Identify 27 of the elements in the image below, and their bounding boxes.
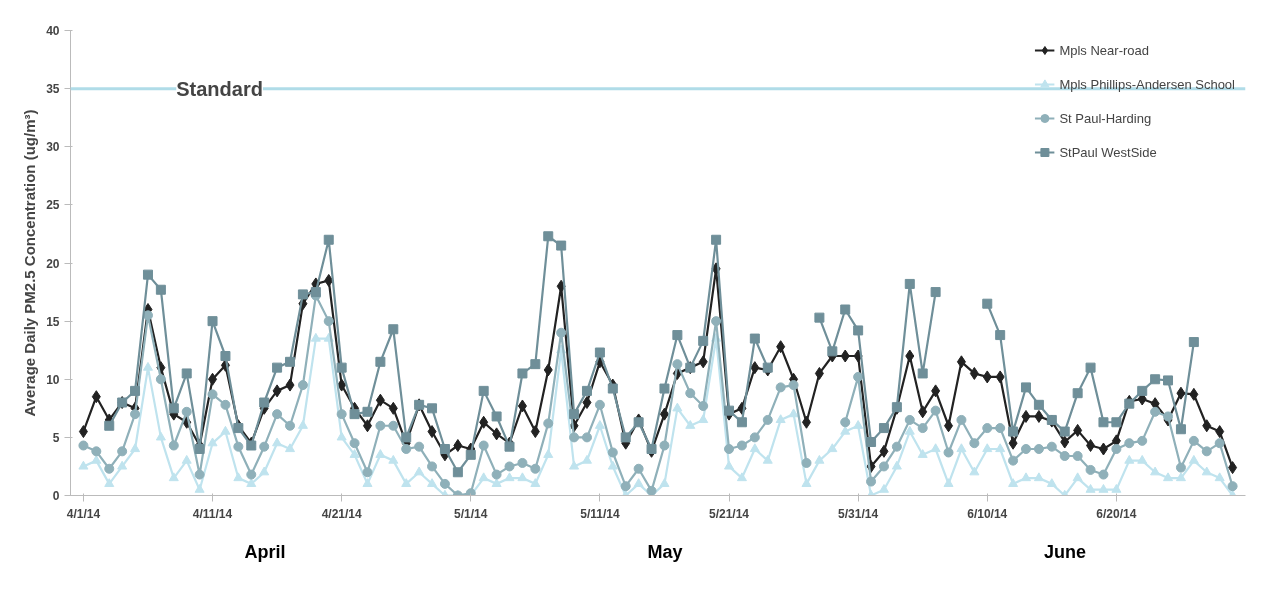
x-tick-label: 4/21/14 bbox=[321, 506, 362, 521]
x-tick-label: 5/31/14 bbox=[838, 506, 879, 521]
text: June bbox=[1043, 541, 1086, 564]
legend-label: Mpls Phillips-Andersen School bbox=[1059, 76, 1235, 92]
x-tick-label: 4/11/14 bbox=[192, 506, 233, 521]
y-tick-label: 5 bbox=[52, 430, 60, 445]
legend-label: Mpls Near-road bbox=[1059, 42, 1149, 58]
y-tick-label: 25 bbox=[46, 198, 60, 213]
y-tick-label: 20 bbox=[46, 256, 60, 271]
y-tick-label: 30 bbox=[46, 140, 60, 155]
x-tick-label: 4/1/14 bbox=[66, 506, 101, 521]
y-tick-label: 10 bbox=[46, 372, 60, 387]
y-tick-label: 35 bbox=[46, 82, 60, 97]
y-tick-label: 0 bbox=[52, 489, 60, 503]
x-tick-label: 5/11/14 bbox=[580, 506, 620, 521]
x-tick-label: 6/20/14 bbox=[1096, 506, 1137, 521]
y-tick-label: 40 bbox=[46, 24, 60, 38]
text: May bbox=[647, 541, 683, 564]
x-tick-label: 6/10/14 bbox=[967, 506, 1008, 521]
y-tick-label: 15 bbox=[46, 314, 60, 329]
ref-line-label: Standard bbox=[176, 77, 263, 100]
x-tick-label: 5/21/14 bbox=[709, 506, 750, 521]
legend-label: St Paul-Harding bbox=[1059, 110, 1152, 126]
y-axis-title: Average Daily PM2.5 Concentration (ug/m³) bbox=[21, 109, 39, 417]
text: April bbox=[244, 541, 286, 564]
legend-label: StPaul WestSide bbox=[1059, 144, 1157, 160]
x-tick-label: 5/1/14 bbox=[454, 506, 488, 521]
